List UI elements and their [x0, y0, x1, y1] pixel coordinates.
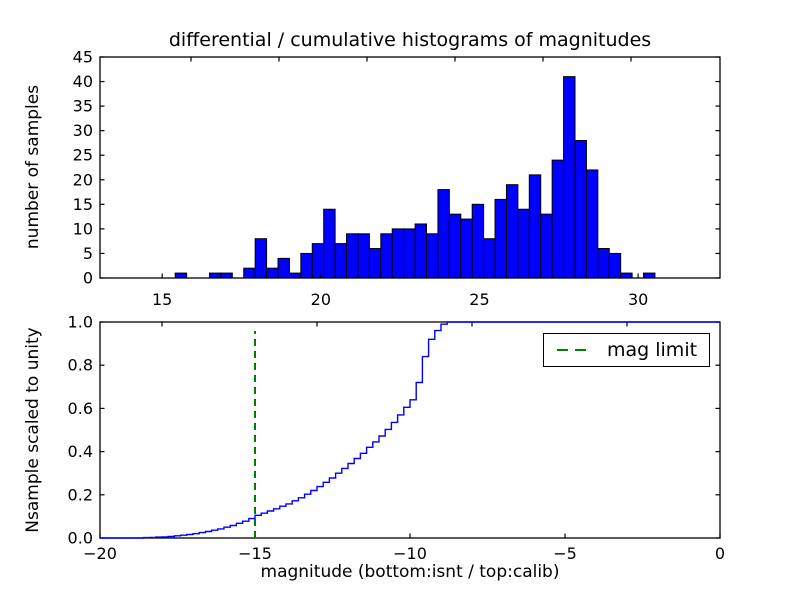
x-tick-label: 0 — [715, 544, 725, 563]
y-tick-label: 0.0 — [68, 529, 93, 548]
x-tick-label: −15 — [238, 544, 272, 563]
histogram-bar — [517, 208, 530, 279]
y-tick-label: 5 — [83, 244, 93, 263]
y-tick-label: 15 — [73, 195, 93, 214]
y-tick-label: 30 — [73, 121, 93, 140]
histogram-bar — [368, 248, 382, 279]
histogram-bar — [437, 189, 450, 279]
x-tick-label: 20 — [311, 290, 331, 309]
histogram-bar — [643, 272, 656, 279]
legend-box: mag limit — [543, 333, 710, 367]
histogram-bar — [208, 272, 222, 279]
y-tick-label: 0.2 — [68, 485, 93, 504]
histogram-bar — [288, 272, 302, 279]
histogram-bar — [357, 233, 370, 279]
histogram-bar — [266, 267, 279, 279]
histogram-bar — [585, 169, 599, 279]
top-plot-frame — [99, 56, 721, 279]
y-tick-label: 45 — [73, 48, 93, 67]
histogram-bar — [425, 233, 439, 279]
histogram-bar — [414, 223, 427, 279]
histogram-bar — [574, 139, 587, 279]
mag-limit-dash-sample — [557, 349, 589, 351]
histogram-bar — [551, 159, 565, 279]
y-tick-label: 35 — [73, 97, 93, 116]
y-tick-label: 20 — [73, 170, 93, 189]
histogram-bar — [540, 213, 553, 279]
y-tick-label: 25 — [73, 146, 93, 165]
y-tick-label: 0.4 — [68, 442, 93, 461]
histogram-bar — [403, 228, 416, 279]
histogram-bar — [620, 272, 633, 279]
histogram-bar — [505, 184, 519, 279]
histogram-bar — [494, 198, 507, 279]
cumulative-curve — [100, 321, 720, 539]
x-tick-label: −5 — [553, 544, 577, 563]
x-tick-label: −10 — [393, 544, 427, 563]
histogram-bar — [323, 208, 336, 279]
histogram-bar — [277, 257, 290, 279]
figure-title: differential / cumulative histograms of … — [168, 29, 652, 51]
histogram-bar — [300, 252, 313, 279]
x-tick-label: 30 — [628, 290, 648, 309]
histogram-bar — [380, 233, 393, 279]
histogram-bar — [471, 203, 485, 279]
x-tick-label: −20 — [83, 544, 117, 563]
x-tick-label: 15 — [152, 290, 172, 309]
histogram-bar — [254, 238, 268, 279]
histogram-bar — [448, 213, 462, 279]
bottom-plot-xlabel: magnitude (bottom:isnt / top:calib) — [260, 562, 560, 582]
histogram-bar — [220, 272, 233, 279]
histogram-bar — [334, 243, 348, 279]
histogram-bar — [174, 272, 188, 279]
histogram-bar — [311, 243, 325, 279]
histogram-bar — [528, 174, 542, 279]
y-tick-label: 40 — [73, 72, 93, 91]
histogram-bar — [243, 267, 256, 279]
histogram-bar — [346, 233, 359, 279]
y-tick-label: 0.8 — [68, 356, 93, 375]
histogram-bar — [460, 218, 473, 279]
y-tick-label: 0.6 — [68, 399, 93, 418]
histogram-bar — [608, 252, 622, 279]
histogram-bar — [483, 238, 496, 279]
y-tick-label: 1.0 — [68, 313, 93, 332]
histogram-bar — [597, 248, 610, 279]
x-tick-label: 25 — [469, 290, 489, 309]
y-tick-label: 0 — [83, 269, 93, 288]
y-tick-label: 10 — [73, 219, 93, 238]
histogram-bar — [391, 228, 405, 279]
legend-label: mag limit — [607, 339, 698, 361]
histogram-bar — [563, 76, 576, 279]
